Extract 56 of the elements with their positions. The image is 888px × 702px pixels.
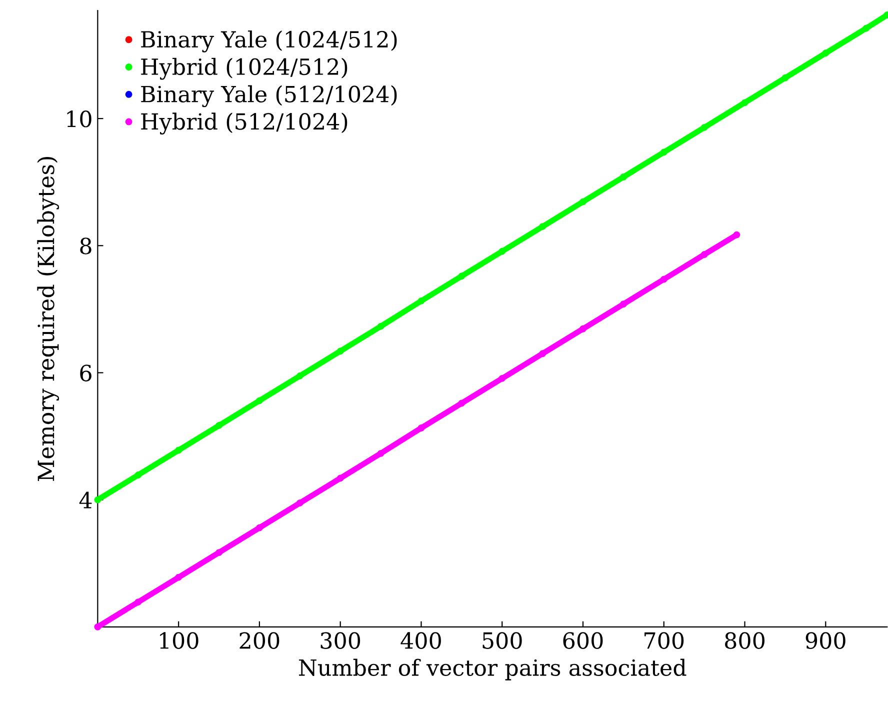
x-tick-label: 600 [563, 632, 603, 649]
x-axis-title: Number of vector pairs associated [299, 658, 686, 680]
point [256, 524, 263, 532]
point [458, 400, 466, 407]
x-tick-label: 200 [240, 632, 280, 649]
point [336, 474, 344, 482]
point [862, 24, 870, 32]
point [175, 574, 182, 581]
point [733, 231, 740, 238]
point [539, 350, 546, 358]
point [296, 500, 304, 506]
x-tick-label: 300 [320, 632, 360, 649]
x-tick-label: 700 [644, 632, 684, 649]
point [336, 348, 344, 355]
legend-label: Binary Yale (512/1024) [141, 85, 397, 108]
point [296, 372, 304, 380]
point [660, 276, 668, 283]
legend-label: Binary Yale (1024/512) [141, 30, 397, 52]
legend-label: Hybrid (512/1024) [141, 112, 348, 134]
point [377, 450, 384, 457]
y-axis-title: Memory required (Kilobytes) [37, 157, 59, 482]
y-tick-label: 4 [79, 492, 92, 508]
point [580, 325, 586, 332]
point [782, 74, 789, 82]
point [700, 124, 708, 131]
point [620, 174, 627, 180]
y-tick-label: 6 [80, 364, 92, 382]
point [94, 623, 102, 630]
point [216, 549, 222, 556]
point [458, 272, 466, 280]
point [580, 198, 586, 206]
x-tick-label: 900 [806, 632, 846, 649]
point [822, 50, 830, 57]
point [94, 496, 102, 504]
y-tick-label: 8 [80, 238, 92, 254]
point [620, 300, 627, 308]
x-tick-label: 800 [725, 632, 764, 649]
point [741, 99, 748, 106]
point [539, 223, 546, 230]
x-tick-label: 100 [160, 632, 198, 649]
point [498, 248, 506, 255]
point [175, 446, 182, 454]
legend-label: Hybrid (1024/512) [141, 58, 348, 80]
y-tick-label: 10 [67, 110, 92, 128]
point [256, 397, 263, 404]
x-tick-label: 400 [400, 632, 441, 649]
x-tick-label: 500 [482, 632, 522, 649]
point [498, 374, 506, 382]
point [216, 422, 222, 429]
point [660, 148, 668, 156]
point [418, 297, 425, 304]
point [134, 472, 142, 478]
point [377, 322, 384, 330]
point [134, 598, 142, 606]
point [418, 424, 425, 432]
point [700, 251, 708, 258]
